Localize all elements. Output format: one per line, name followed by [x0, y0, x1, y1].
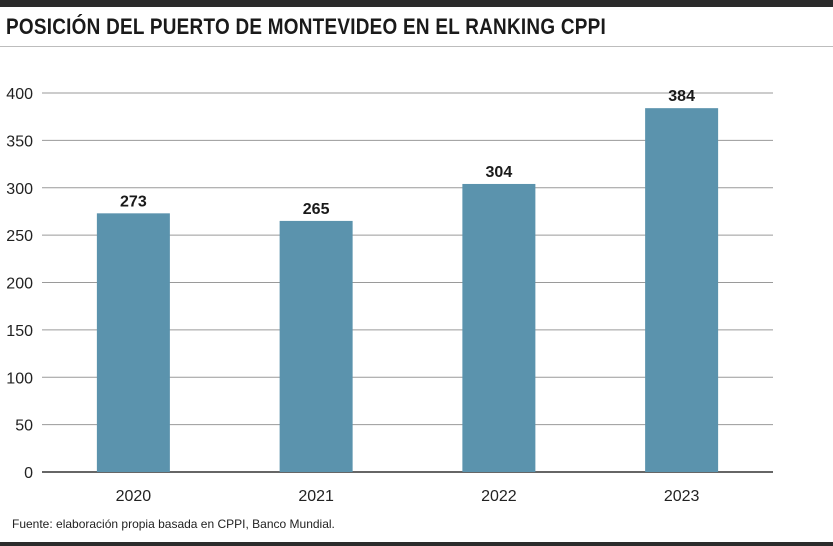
bar-value-label: 273 — [120, 193, 147, 210]
y-tick-label: 300 — [6, 181, 33, 198]
source-note: Fuente: elaboración propia basada en CPP… — [12, 517, 335, 531]
y-tick-label: 0 — [24, 465, 33, 482]
x-tick-label: 2023 — [664, 488, 700, 505]
top-rule — [0, 0, 833, 7]
y-tick-label: 250 — [6, 228, 33, 245]
y-tick-label: 50 — [15, 418, 33, 435]
y-tick-label: 200 — [6, 276, 33, 293]
y-tick-label: 150 — [6, 323, 33, 340]
bottom-rule — [0, 542, 833, 546]
bar-2021 — [279, 220, 353, 472]
y-tick-label: 350 — [6, 133, 33, 150]
bar-2023 — [645, 108, 719, 472]
title-divider — [0, 46, 833, 47]
bar-2022 — [462, 183, 536, 472]
bar-value-label: 384 — [668, 88, 695, 105]
x-axis-ticks: 2020 2021 2022 2023 — [116, 488, 700, 505]
x-tick-label: 2022 — [481, 488, 517, 505]
bar-value-label: 265 — [303, 201, 330, 218]
x-tick-label: 2021 — [298, 488, 334, 505]
chart-title: POSICIÓN DEL PUERTO DE MONTEVIDEO EN EL … — [6, 14, 607, 39]
value-labels: 273 265 304 384 — [120, 88, 695, 218]
bar-2020 — [96, 213, 170, 472]
bar-chart: 0 50 100 150 200 250 300 350 400 273 265 304 384 20… — [6, 86, 773, 505]
y-tick-label: 100 — [6, 370, 33, 387]
y-tick-label: 400 — [6, 86, 33, 103]
x-tick-label: 2020 — [116, 488, 152, 505]
y-axis-ticks: 0 50 100 150 200 250 300 350 400 — [6, 86, 33, 482]
bars — [96, 108, 719, 472]
bar-value-label: 304 — [486, 164, 513, 181]
